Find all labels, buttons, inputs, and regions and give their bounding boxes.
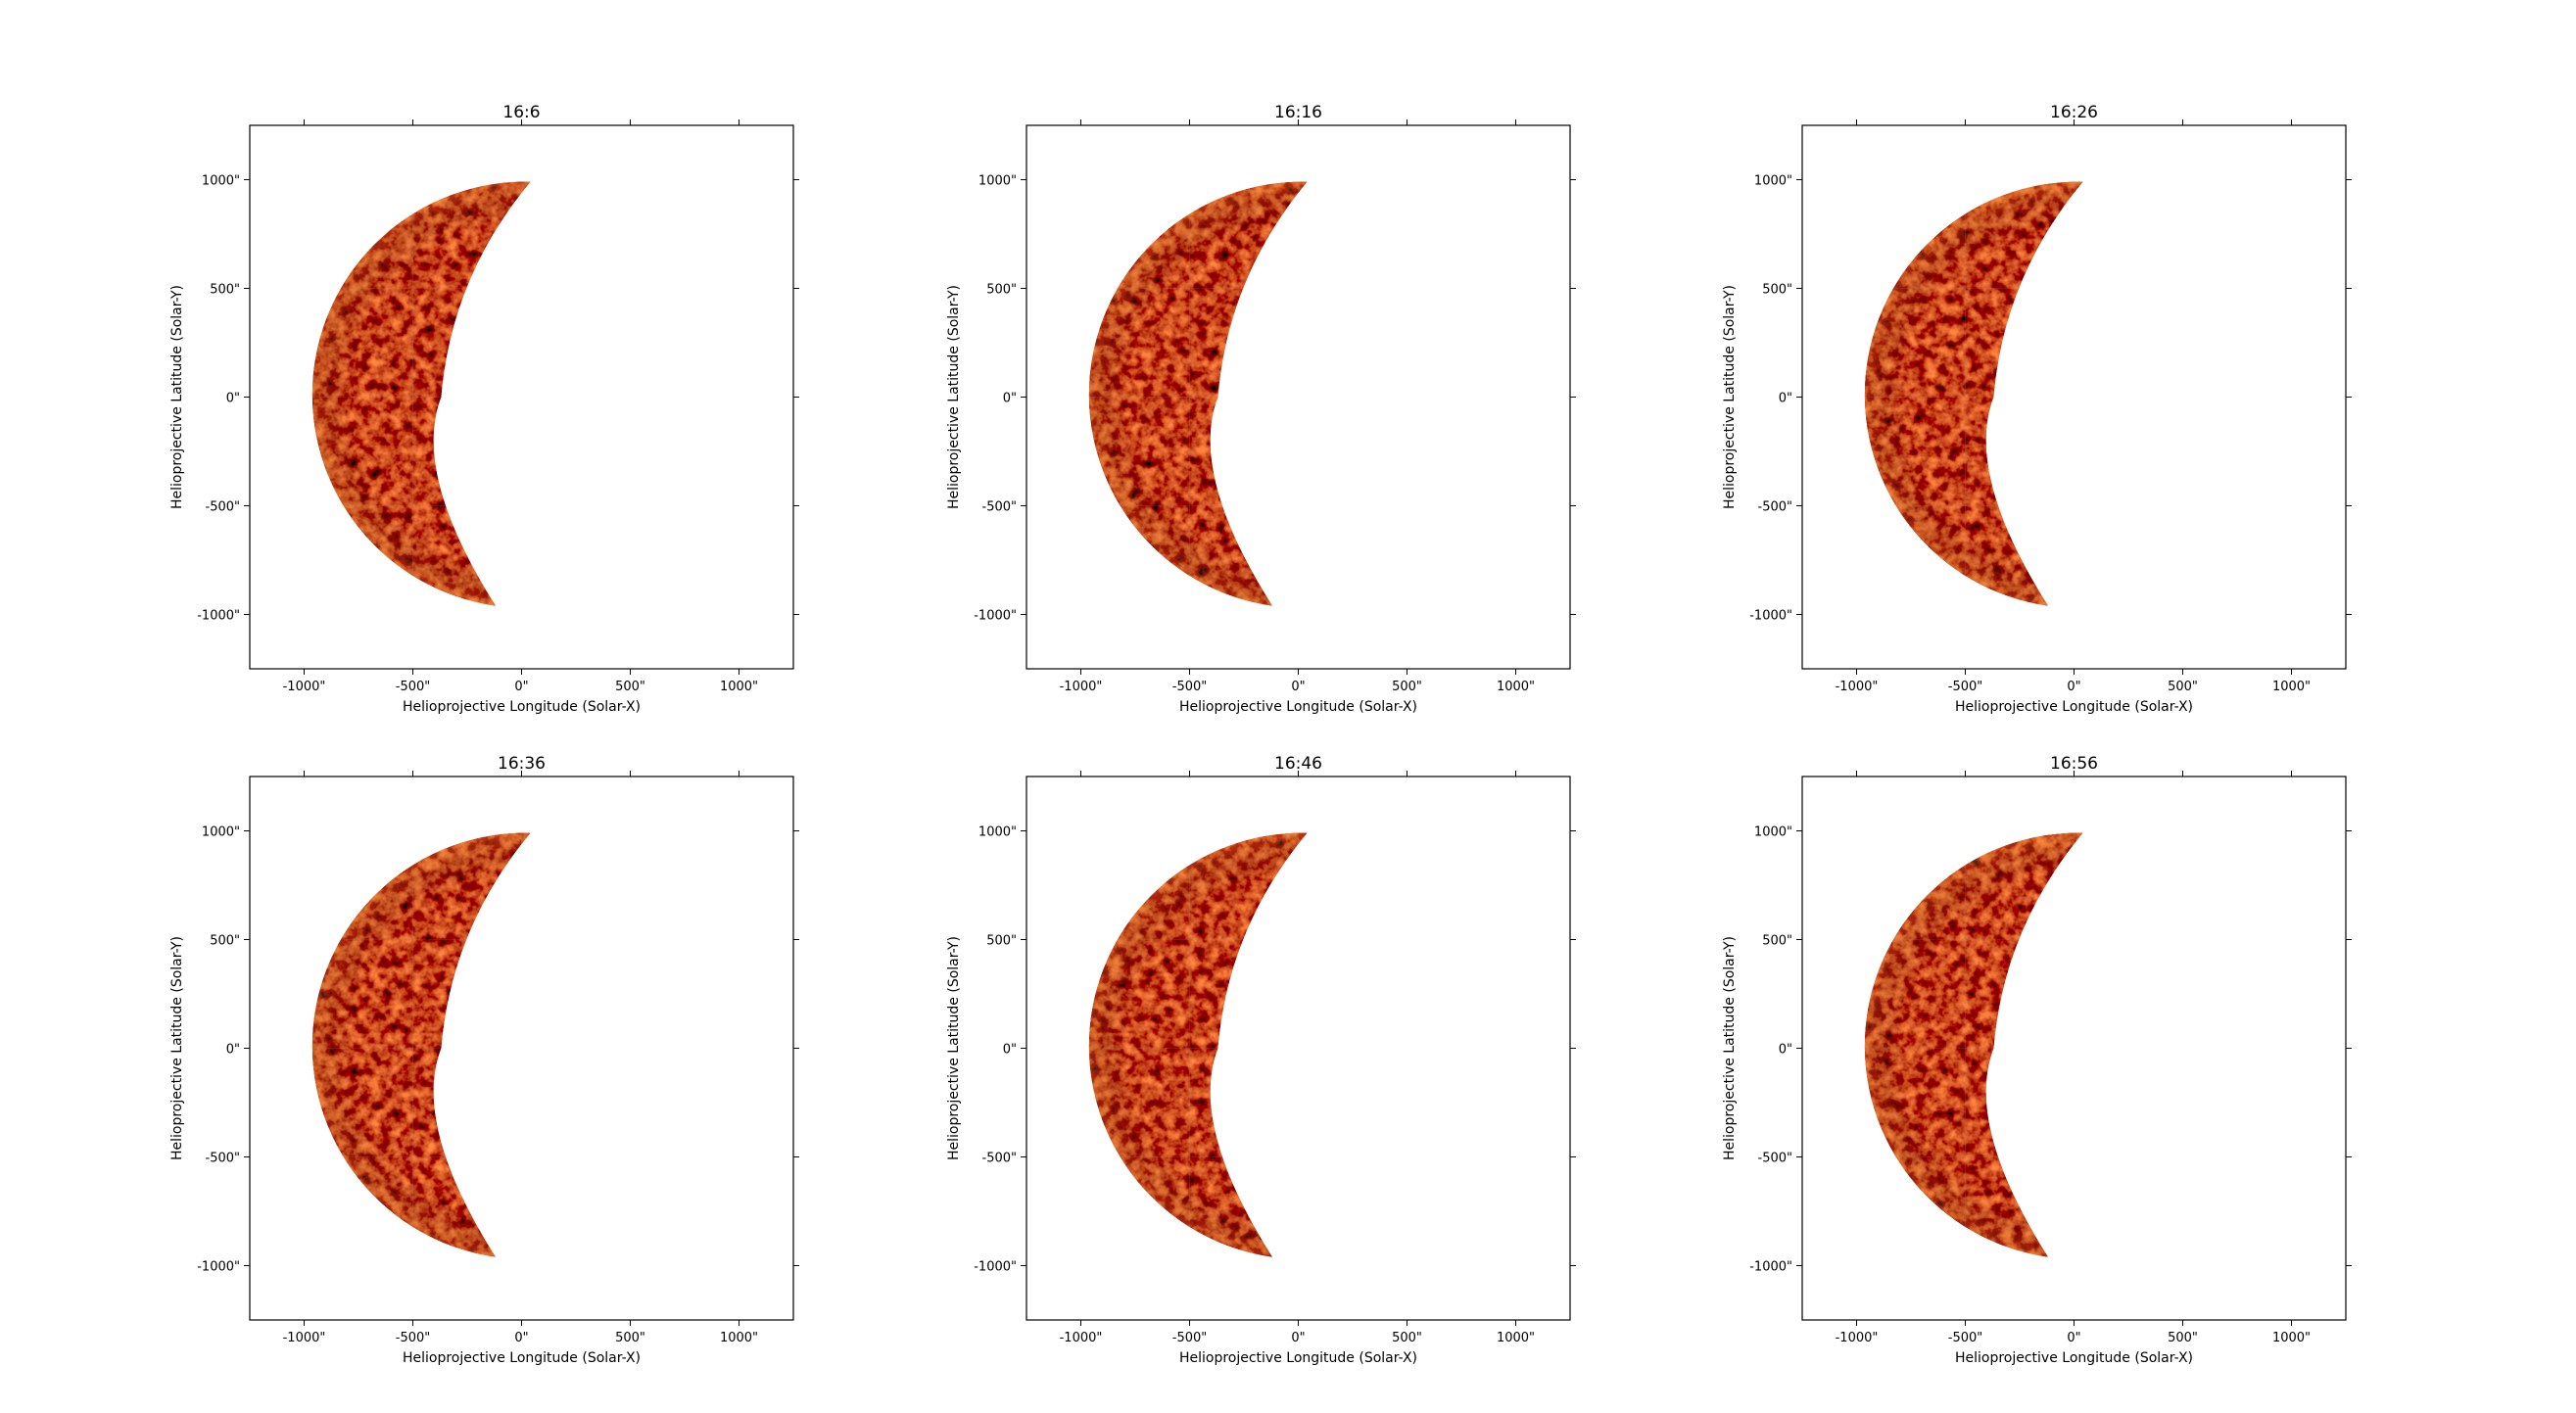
x-tick-label: 0" xyxy=(1291,1331,1305,1345)
solar-crescent-image xyxy=(1088,832,1308,1257)
x-tick-label: 1000" xyxy=(720,680,758,694)
y-tick-label: 0" xyxy=(1003,392,1017,406)
x-tick-label: 1000" xyxy=(720,1331,758,1345)
panels-grid: 16:6 -1000" -500" 0" 500" 1000" -1000" -500" 0" 5… xyxy=(169,103,2352,1366)
x-tick-label: 0" xyxy=(514,1331,528,1345)
y-tick-label: 1000" xyxy=(202,174,240,189)
x-tick-label: -500" xyxy=(1948,1331,1982,1345)
solar-crescent-image xyxy=(311,832,531,1257)
y-tick-label: -1000" xyxy=(197,609,240,624)
x-tick-label: 500" xyxy=(615,680,645,694)
x-tick-label: 1000" xyxy=(1497,680,1535,694)
y-tick-label: 1000" xyxy=(1754,174,1792,189)
x-tick-label: -1000" xyxy=(1836,1331,1879,1345)
y-tick-label: 500" xyxy=(986,283,1017,298)
x-axis-label: Helioprojective Longitude (Solar-X) xyxy=(403,699,641,715)
x-axis-label: Helioprojective Longitude (Solar-X) xyxy=(1955,699,2193,715)
x-tick-label: 500" xyxy=(615,1331,645,1345)
y-tick-label: -1000" xyxy=(197,1260,240,1275)
x-tick-label: 0" xyxy=(2067,680,2080,694)
y-tick-label: 1000" xyxy=(978,174,1017,189)
map-panel: 16:56 -1000" -500" 0" 500" 1000" -1000" -500" 0"… xyxy=(1722,754,2352,1366)
x-tick-label: 1000" xyxy=(2272,680,2311,694)
y-axis-label: Helioprojective Latitude (Solar-Y) xyxy=(946,936,962,1160)
panel-title: 16:56 xyxy=(2050,754,2098,774)
x-tick-label: 0" xyxy=(514,680,528,694)
y-tick-label: -500" xyxy=(1758,1152,1792,1166)
panel-title: 16:46 xyxy=(1274,754,1322,774)
map-panel: 16:46 -1000" -500" 0" 500" 1000" -1000" -500" 0"… xyxy=(946,754,1576,1366)
x-tick-label: -500" xyxy=(396,1331,430,1345)
x-tick-label: 1000" xyxy=(1497,1331,1535,1345)
y-tick-label: -1000" xyxy=(1749,1260,1792,1275)
y-tick-label: -1000" xyxy=(1749,609,1792,624)
panel-title: 16:26 xyxy=(2050,103,2098,122)
y-tick-label: 0" xyxy=(1779,1043,1792,1058)
y-tick-label: 0" xyxy=(1003,1043,1017,1058)
y-tick-label: 0" xyxy=(226,1043,240,1058)
y-axis-label: Helioprojective Latitude (Solar-Y) xyxy=(169,285,185,509)
y-axis-label: Helioprojective Latitude (Solar-Y) xyxy=(169,936,185,1160)
y-tick-label: 500" xyxy=(1762,283,1792,298)
y-tick-label: 1000" xyxy=(202,825,240,840)
y-tick-label: 0" xyxy=(226,392,240,406)
x-tick-label: -500" xyxy=(1172,1331,1207,1345)
x-tick-label: -1000" xyxy=(1060,1331,1103,1345)
x-axis-label: Helioprojective Longitude (Solar-X) xyxy=(403,1350,641,1366)
x-axis-label: Helioprojective Longitude (Solar-X) xyxy=(1179,1350,1417,1366)
y-tick-label: -500" xyxy=(206,1152,240,1166)
solar-crescent-image xyxy=(311,181,531,606)
x-tick-label: 0" xyxy=(2067,1331,2080,1345)
y-tick-label: 1000" xyxy=(1754,825,1792,840)
y-axis-label: Helioprojective Latitude (Solar-Y) xyxy=(1722,285,1738,509)
x-tick-label: -500" xyxy=(1172,680,1207,694)
map-panel: 16:36 -1000" -500" 0" 500" 1000" -1000" -500" 0"… xyxy=(169,754,799,1366)
x-tick-label: 500" xyxy=(1392,680,1422,694)
panel-title: 16:36 xyxy=(498,754,546,774)
x-axis-label: Helioprojective Longitude (Solar-X) xyxy=(1955,1350,2193,1366)
y-tick-label: 500" xyxy=(986,934,1017,949)
panel-title: 16:16 xyxy=(1274,103,1322,122)
y-tick-label: -500" xyxy=(982,500,1017,515)
map-panel: 16:26 -1000" -500" 0" 500" 1000" -1000" -500" 0"… xyxy=(1722,103,2352,715)
solar-crescent-image xyxy=(1864,181,2083,606)
x-tick-label: 500" xyxy=(1392,1331,1422,1345)
y-tick-label: 1000" xyxy=(978,825,1017,840)
x-tick-label: 500" xyxy=(2168,1331,2198,1345)
solar-crescent-image xyxy=(1864,832,2083,1257)
x-tick-label: 500" xyxy=(2168,680,2198,694)
x-axis-label: Helioprojective Longitude (Solar-X) xyxy=(1179,699,1417,715)
y-tick-label: -500" xyxy=(206,500,240,515)
x-tick-label: -1000" xyxy=(1836,680,1879,694)
y-tick-label: 500" xyxy=(1762,934,1792,949)
map-panel: 16:6 -1000" -500" 0" 500" 1000" -1000" -500" 0" 5… xyxy=(169,103,799,715)
y-tick-label: 0" xyxy=(1779,392,1792,406)
y-tick-label: -500" xyxy=(1758,500,1792,515)
x-tick-label: 0" xyxy=(1291,680,1305,694)
y-axis-label: Helioprojective Latitude (Solar-Y) xyxy=(946,285,962,509)
x-tick-label: -500" xyxy=(1948,680,1982,694)
x-tick-label: -1000" xyxy=(283,1331,326,1345)
panel-title: 16:6 xyxy=(502,103,540,122)
x-tick-label: 1000" xyxy=(2272,1331,2311,1345)
x-tick-label: -1000" xyxy=(283,680,326,694)
x-tick-label: -1000" xyxy=(1060,680,1103,694)
y-tick-label: -1000" xyxy=(974,609,1017,624)
y-tick-label: -500" xyxy=(982,1152,1017,1166)
y-tick-label: 500" xyxy=(210,934,240,949)
y-tick-label: 500" xyxy=(210,283,240,298)
map-panel: 16:16 -1000" -500" 0" 500" 1000" -1000" -500" 0"… xyxy=(946,103,1576,715)
x-tick-label: -500" xyxy=(396,680,430,694)
y-axis-label: Helioprojective Latitude (Solar-Y) xyxy=(1722,936,1738,1160)
y-tick-label: -1000" xyxy=(974,1260,1017,1275)
solar-crescent-image xyxy=(1088,181,1308,606)
